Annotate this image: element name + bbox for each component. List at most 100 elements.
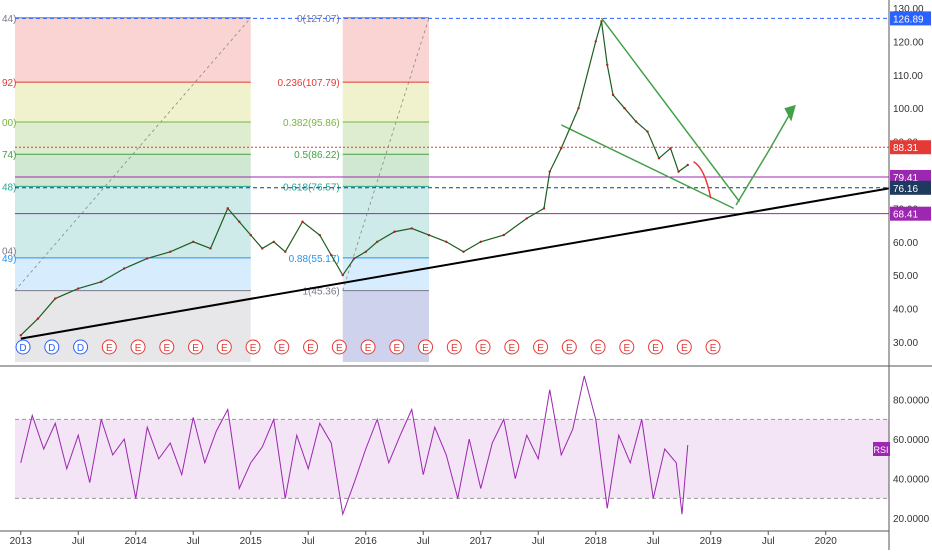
fib-level-label: 0.236(107.79) <box>277 78 339 89</box>
event-marker-circle <box>418 339 434 355</box>
price-point <box>479 240 482 243</box>
price-series-line <box>20 21 689 336</box>
price-point <box>123 267 126 270</box>
price-point <box>238 220 241 223</box>
event-marker-label: D <box>19 343 26 354</box>
time-tick-label: 2019 <box>700 536 723 547</box>
price-tick-label: 120.00 <box>893 37 924 48</box>
time-tick-label: Jul <box>72 536 85 547</box>
event-marker-circle <box>389 339 405 355</box>
price-tick-label: 60.00 <box>893 238 918 249</box>
price-point <box>686 163 689 167</box>
event-marker-circle <box>676 339 692 355</box>
rsi-band <box>15 419 889 499</box>
price-tag-label: 88.31 <box>893 143 918 154</box>
time-tick-label: 2020 <box>815 536 838 547</box>
event-marker-label: D <box>77 343 84 354</box>
rsi-tick-label: 60.0000 <box>893 435 930 446</box>
fib-zone-middle-band <box>342 290 429 362</box>
left-fib-label: 49) <box>2 254 16 265</box>
fib-level-label: 1(45.36) <box>303 287 340 298</box>
fib-level-label: 0.382(95.86) <box>283 118 340 129</box>
fib-zone-middle-band <box>342 154 429 187</box>
price-point <box>284 250 287 253</box>
event-marker-label: E <box>537 343 544 354</box>
rsi-tick-label: 20.0000 <box>893 514 930 525</box>
time-tick-label: 2014 <box>125 536 148 547</box>
fib-zone-middle-band <box>342 122 429 155</box>
event-marker-circle <box>590 339 606 355</box>
event-marker-label: E <box>681 343 688 354</box>
rsi-series-line <box>20 375 689 517</box>
event-marker-circle <box>274 339 290 355</box>
event-marker-label: E <box>278 343 285 354</box>
price-tick-label: 50.00 <box>893 271 918 282</box>
price-point <box>376 240 379 243</box>
time-tick-label: Jul <box>417 536 430 547</box>
price-point <box>301 220 304 223</box>
price-point <box>261 247 264 250</box>
price-point <box>560 147 563 150</box>
price-tag-box <box>890 180 931 195</box>
event-marker-label: E <box>595 343 602 354</box>
price-point <box>146 257 149 260</box>
rsi-tick-label: 80.0000 <box>893 396 930 407</box>
price-point <box>657 157 661 160</box>
price-point <box>525 217 528 220</box>
price-point <box>646 130 649 133</box>
event-marker-label: E <box>508 343 515 354</box>
time-tick-label: Jul <box>647 536 660 547</box>
price-point <box>427 233 431 237</box>
time-tick-label: 2016 <box>355 536 378 547</box>
fib-zone-middle-band <box>342 186 429 258</box>
event-marker-circle <box>619 339 635 355</box>
price-point <box>548 170 551 173</box>
wedge-upper-line <box>600 17 741 203</box>
fib-zone-middle-band <box>342 17 429 83</box>
price-point <box>364 250 367 253</box>
price-tick-label: 130.00 <box>893 4 924 15</box>
event-marker-circle <box>648 339 664 355</box>
price-tag-box <box>890 140 931 155</box>
price-point <box>249 233 252 237</box>
time-tick-label: 2017 <box>470 536 493 547</box>
price-point <box>502 233 505 237</box>
fib-zone-left-band <box>15 17 251 83</box>
price-point <box>669 147 672 150</box>
price-tag-label: 79.41 <box>893 173 918 184</box>
time-tick-label: Jul <box>532 536 545 547</box>
price-tag-box <box>890 11 931 26</box>
left-fib-label: 00) <box>2 118 16 129</box>
event-marker-label: E <box>365 343 372 354</box>
price-point <box>77 287 80 290</box>
event-marker-label: E <box>451 343 458 354</box>
left-fib-label: 48) <box>2 182 16 193</box>
event-marker-circle <box>360 339 376 355</box>
event-marker-label: E <box>480 343 487 354</box>
rsi-label-box <box>873 442 890 456</box>
time-tick-label: 2018 <box>585 536 608 547</box>
price-point <box>462 250 465 253</box>
event-marker-circle <box>331 339 347 355</box>
event-marker-circle <box>504 339 520 355</box>
projection-arrow-head <box>784 104 796 122</box>
event-marker-circle <box>73 339 89 355</box>
rsi-tick-label: 40.0000 <box>893 475 930 486</box>
price-point <box>542 207 546 210</box>
rsi-label: RSI <box>873 445 888 455</box>
price-point <box>677 170 680 173</box>
event-marker-circle <box>130 339 146 355</box>
price-tick-label: 30.00 <box>893 338 918 349</box>
event-marker-circle <box>101 339 117 355</box>
price-point <box>594 40 597 43</box>
fib-level-label: 0(127.07) <box>297 14 340 25</box>
price-point <box>623 106 626 110</box>
price-point <box>192 240 195 243</box>
time-tick-label: 2013 <box>10 536 33 547</box>
event-marker-label: E <box>163 343 170 354</box>
price-point <box>606 63 609 66</box>
fib-level-label: 0.5(86.22) <box>294 150 340 161</box>
event-marker-label: E <box>623 343 630 354</box>
left-fib-label: 92) <box>2 78 16 89</box>
event-marker-label: E <box>135 343 142 354</box>
